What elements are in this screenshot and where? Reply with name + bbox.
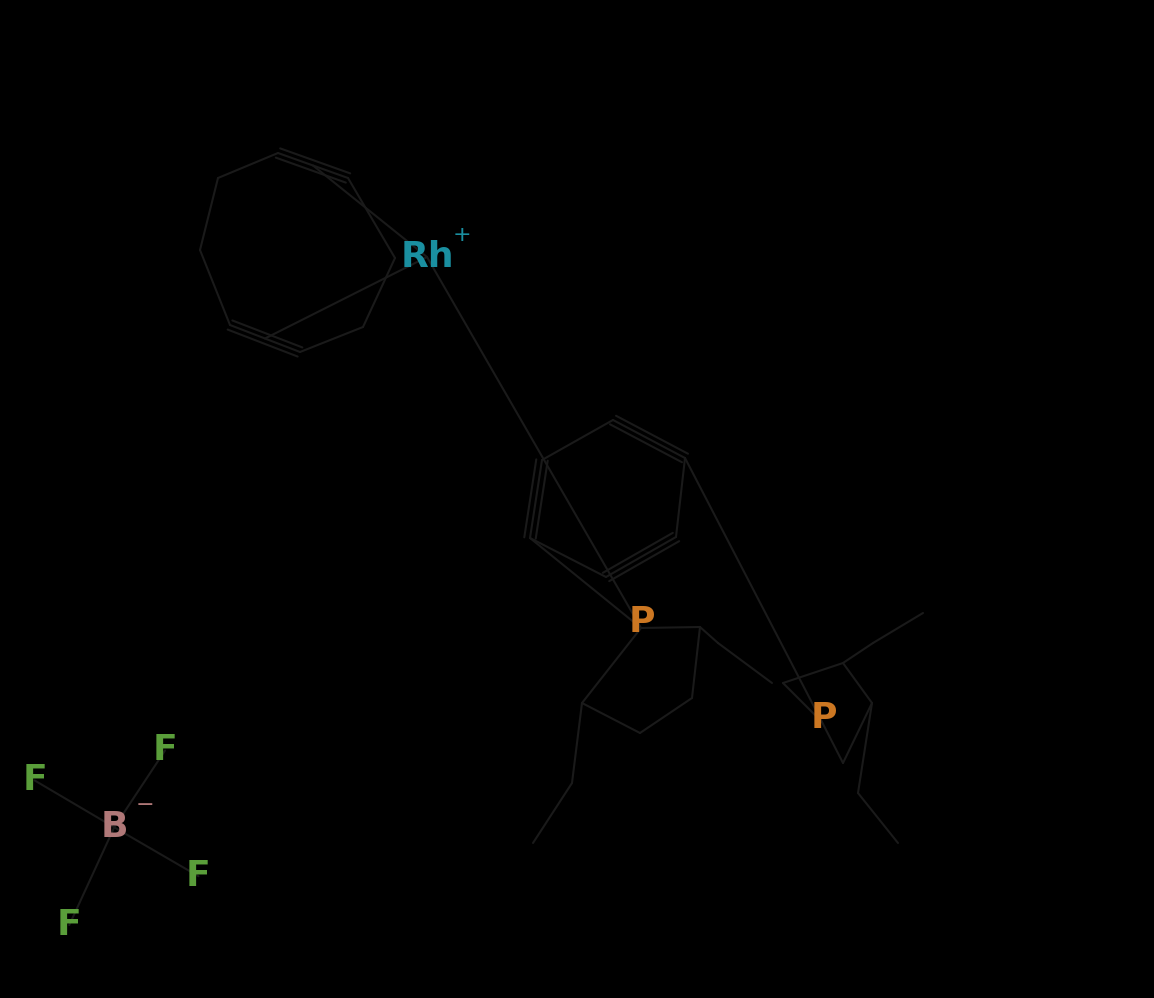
Text: F: F — [152, 734, 178, 767]
Text: −: − — [136, 795, 155, 815]
Text: Rh: Rh — [400, 240, 454, 274]
Text: P: P — [811, 701, 837, 735]
Text: +: + — [452, 225, 471, 246]
Text: B: B — [100, 810, 128, 844]
Text: F: F — [22, 763, 47, 797]
Text: P: P — [629, 605, 654, 639]
Text: F: F — [57, 908, 82, 942]
Text: F: F — [186, 859, 211, 893]
